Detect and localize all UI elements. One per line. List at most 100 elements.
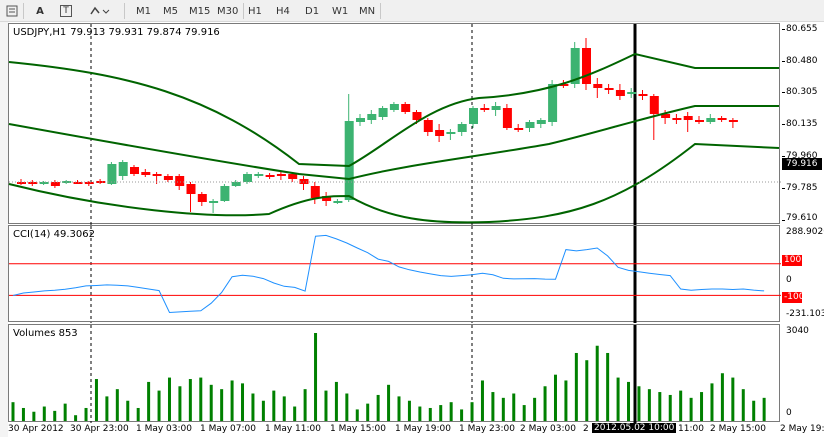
volume-bar xyxy=(480,380,484,421)
volume-bar xyxy=(595,345,599,421)
price-axis-label: 79.960 xyxy=(786,151,818,161)
timeframe-w1-button[interactable]: W1 xyxy=(332,5,349,17)
price-chart-pane[interactable]: USDJPY,H1 79.913 79.931 79.874 79.916 xyxy=(8,23,781,225)
price-axis-label: 80.655 xyxy=(786,24,818,34)
timeframe-h4-button[interactable]: H4 xyxy=(276,5,290,17)
volume-bar xyxy=(460,409,464,421)
volume-bar xyxy=(63,403,67,421)
bearish-candle xyxy=(593,78,603,98)
timeframe-m1-button[interactable]: M1 xyxy=(136,5,151,17)
volume-bar xyxy=(647,389,651,421)
volume-bar xyxy=(355,409,359,421)
volumes-indicator-pane[interactable]: Volumes 853 xyxy=(8,324,780,423)
volume-bar xyxy=(470,402,474,421)
bearish-candle xyxy=(175,174,185,190)
volume-bar xyxy=(585,360,589,421)
bearish-candle xyxy=(514,124,524,132)
shapes-icon[interactable] xyxy=(88,2,110,20)
volume-bar xyxy=(564,380,568,421)
bearish-candle xyxy=(96,179,106,184)
bullish-candle xyxy=(378,106,388,120)
timeframe-h1-button[interactable]: H1 xyxy=(248,5,262,17)
price-axis[interactable]: 80.655 80.480 80.305 80.135 79.960 79.78… xyxy=(782,23,824,224)
bearish-candle xyxy=(299,176,309,190)
cci-indicator-pane[interactable]: CCI(14) 49.3062 xyxy=(8,225,781,323)
volume-bar xyxy=(616,377,620,421)
volume-bar xyxy=(178,386,182,421)
volumes-axis-max: 3040 xyxy=(786,326,809,336)
volume-bar xyxy=(741,389,745,421)
volumes-axis[interactable]: 3040 0 xyxy=(782,324,824,422)
timeframe-m5-button[interactable]: M5 xyxy=(163,5,178,17)
time-axis-label: 2 May 15:00 xyxy=(710,424,766,434)
volume-bar xyxy=(157,390,161,421)
volume-bar xyxy=(230,380,234,421)
bearish-candle xyxy=(186,182,196,212)
bullish-candle xyxy=(243,172,252,184)
volume-bar xyxy=(251,393,255,421)
bullish-candle xyxy=(220,184,230,202)
timeframe-m30-button[interactable]: M30 xyxy=(217,5,239,17)
volume-bar xyxy=(637,386,641,421)
price-axis-label: 80.305 xyxy=(786,87,818,97)
volume-bar xyxy=(105,396,109,421)
price-chart-canvas xyxy=(8,24,781,225)
volume-bar xyxy=(449,402,453,421)
volume-bar xyxy=(397,396,401,421)
bullish-candle xyxy=(118,160,128,180)
symbol-label: USDJPY,H1 xyxy=(13,27,67,38)
volume-bar xyxy=(282,396,286,421)
volume-bar xyxy=(21,407,25,421)
volume-bar xyxy=(167,377,171,421)
volume-bar xyxy=(74,415,78,421)
volume-bar xyxy=(272,390,276,421)
text-tool-button[interactable]: A xyxy=(36,5,44,17)
time-axis-label: 30 Apr 2012 xyxy=(8,424,64,434)
timeframe-mn-button[interactable]: MN xyxy=(359,5,376,17)
cci-label: CCI(14) 49.3062 xyxy=(13,229,95,240)
volume-bar xyxy=(115,389,119,421)
bearish-candle xyxy=(615,84,625,100)
volume-bar xyxy=(522,405,526,421)
bollinger-lower-band xyxy=(8,142,780,224)
volume-bar xyxy=(241,383,245,421)
text-label-tool-button[interactable]: T xyxy=(58,2,74,20)
chart-toolbar: A T M1 M5 M15 M30 H1 H4 D1 W1 MN xyxy=(0,0,824,22)
bullish-candle xyxy=(536,118,546,128)
time-axis[interactable]: 30 Apr 2012 30 Apr 23:00 1 May 03:00 1 M… xyxy=(8,422,824,437)
price-axis-label: 79.785 xyxy=(786,183,818,193)
volume-bar xyxy=(94,379,98,421)
volume-bar xyxy=(376,394,380,421)
volume-bar xyxy=(668,394,672,421)
time-axis-label: 1 May 07:00 xyxy=(200,424,256,434)
volume-bar xyxy=(334,381,338,421)
bullish-candle xyxy=(344,94,354,202)
volume-bar xyxy=(11,402,15,421)
bullish-candle xyxy=(706,114,716,124)
cci-axis-zero: 0 xyxy=(786,275,792,285)
bearish-candle xyxy=(480,104,490,112)
volume-bar xyxy=(700,392,704,421)
bullish-candle xyxy=(457,122,467,136)
time-axis-label: 1 May 11:00 xyxy=(265,424,321,434)
text-label-tool-label: T xyxy=(60,5,72,17)
volume-bar xyxy=(314,333,318,421)
bearish-candle xyxy=(401,102,411,114)
time-axis-label: 11:00 xyxy=(678,424,704,434)
bullish-candle xyxy=(107,162,117,185)
price-axis-label: 80.480 xyxy=(786,56,818,66)
bearish-candle xyxy=(265,173,275,179)
timeframe-d1-button[interactable]: D1 xyxy=(305,5,320,17)
volume-bar xyxy=(627,381,631,421)
volume-bar xyxy=(512,393,516,421)
volume-bar xyxy=(762,397,766,421)
timeframe-m15-button[interactable]: M15 xyxy=(189,5,211,17)
new-order-icon[interactable] xyxy=(4,2,20,20)
volume-bar xyxy=(574,352,578,421)
bearish-candle xyxy=(638,90,648,100)
cci-axis[interactable]: 288.9026 0 -231.103 xyxy=(782,225,824,322)
bullish-candle xyxy=(356,114,365,126)
bearish-candle xyxy=(197,192,207,206)
bearish-candle xyxy=(73,180,83,184)
volume-bar xyxy=(501,397,505,421)
